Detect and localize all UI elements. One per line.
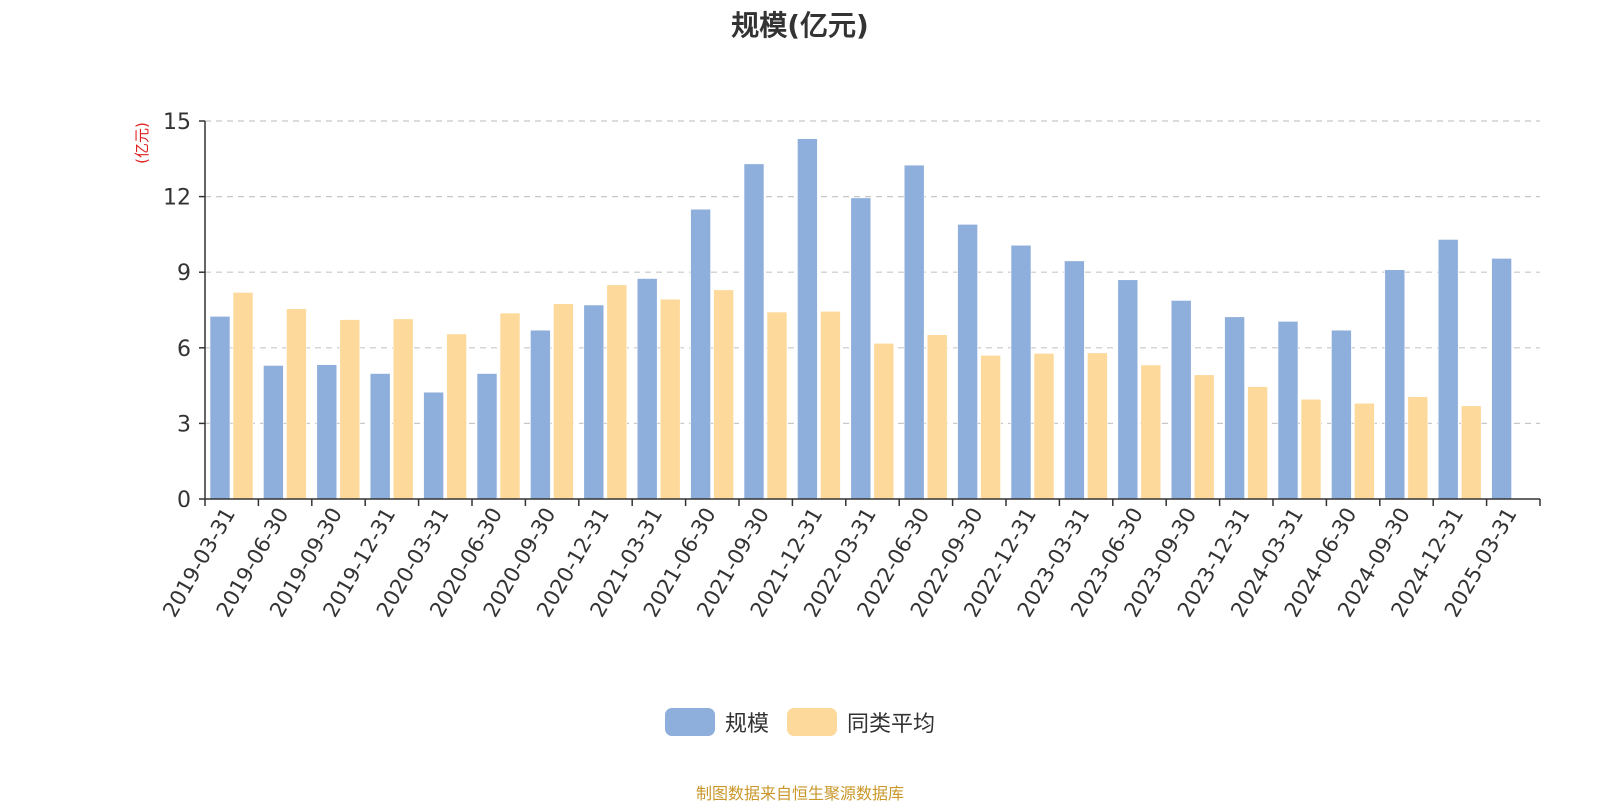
bar-peer-average: [1033, 353, 1055, 500]
bar-scale: [636, 278, 658, 500]
bar-scale: [209, 315, 231, 500]
y-tick-label: 3: [177, 412, 191, 437]
legend-label-peer-average: 同类平均: [847, 712, 936, 737]
bar-peer-average: [980, 355, 1001, 500]
bar-scale: [530, 329, 551, 500]
bar-scale: [1331, 329, 1352, 500]
bar-peer-average: [1460, 405, 1482, 500]
bar-peer-average: [606, 284, 628, 500]
bar-scale: [369, 373, 391, 500]
bar-peer-average: [713, 289, 734, 500]
legend-item-peer-average[interactable]: 同类平均: [787, 706, 935, 738]
bar-scale: [850, 197, 872, 500]
bar-scale: [583, 304, 605, 500]
bar-peer-average: [1193, 374, 1215, 500]
legend-swatch-peer-average: [787, 708, 837, 736]
bar-peer-average: [1354, 402, 1375, 500]
legend: 规模 同类平均: [0, 706, 1600, 738]
bar-scale: [1437, 239, 1459, 500]
bar-scale: [797, 138, 818, 500]
bar-scale: [690, 208, 711, 500]
bar-scale: [316, 364, 338, 500]
bar-peer-average: [1300, 398, 1322, 500]
bar-peer-average: [392, 318, 414, 500]
bar-scale: [1384, 269, 1406, 500]
bar-peer-average: [1140, 364, 1162, 500]
bar-scale: [423, 391, 444, 500]
y-tick-label: 0: [177, 488, 191, 513]
bar-peer-average: [553, 303, 574, 500]
bar-scale: [263, 365, 284, 500]
bar-peer-average: [499, 312, 521, 500]
bar-scale: [1117, 279, 1139, 500]
bar-peer-average: [232, 292, 254, 500]
legend-label-scale: 规模: [724, 712, 769, 737]
bar-peer-average: [1407, 396, 1429, 500]
legend-swatch-scale: [664, 708, 715, 736]
bar-peer-average: [659, 298, 681, 500]
bar-scale: [1010, 244, 1032, 500]
chart-title: 规模(亿元): [731, 9, 869, 42]
bar-peer-average: [1087, 352, 1108, 500]
y-tick-label: 6: [177, 337, 191, 362]
bar-peer-average: [339, 319, 361, 500]
bar-scale: [476, 373, 498, 500]
bar-scale: [1170, 300, 1192, 500]
bar-scale: [1277, 321, 1299, 500]
legend-item-scale[interactable]: 规模: [664, 706, 769, 738]
y-tick-label: 15: [163, 110, 191, 135]
bar-peer-average: [820, 310, 841, 500]
bar-scale: [957, 224, 978, 500]
bar-scale: [743, 163, 765, 500]
source-note: 制图数据来自恒生聚源数据库: [695, 784, 904, 803]
y-tick-label: 12: [163, 186, 191, 211]
bar-peer-average: [766, 311, 788, 500]
bar-peer-average: [446, 333, 467, 500]
bar-peer-average: [926, 334, 948, 500]
bars: [209, 138, 1512, 500]
bar-scale: [1491, 258, 1512, 500]
bar-scale: [1064, 260, 1085, 500]
y-tick-label: 9: [177, 261, 191, 286]
y-axis-label: (亿元): [133, 122, 151, 164]
bar-peer-average: [286, 308, 307, 500]
bar-peer-average: [873, 342, 895, 500]
bar-scale: [903, 164, 925, 500]
bar-peer-average: [1247, 386, 1268, 500]
bar-scale: [1224, 316, 1245, 500]
